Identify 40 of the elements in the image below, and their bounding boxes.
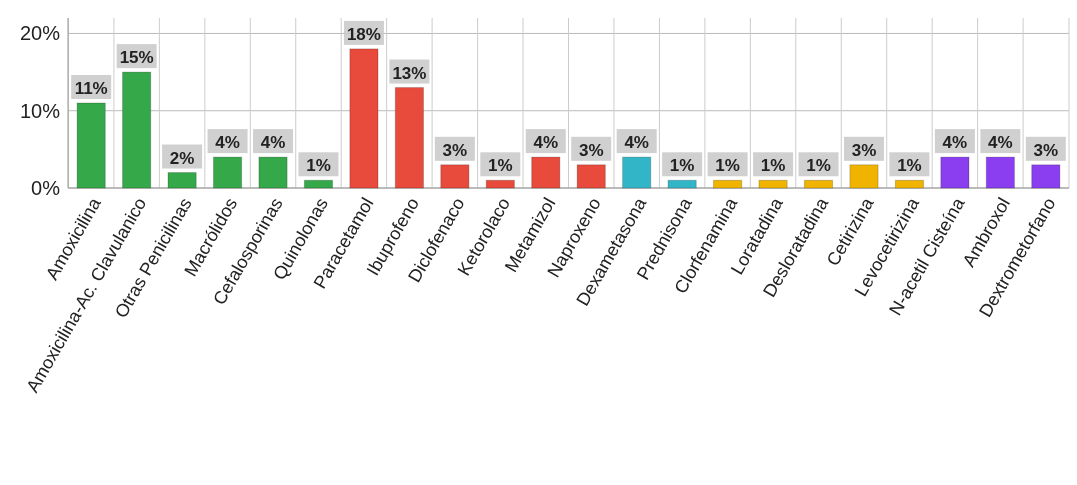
data-label: 15% — [119, 48, 154, 68]
bar — [531, 156, 561, 189]
data-label: 3% — [578, 140, 604, 160]
data-label: 1% — [715, 156, 740, 176]
y-tick-label: 20% — [19, 22, 61, 45]
bar — [576, 164, 606, 189]
bar — [76, 102, 106, 189]
data-label: 1% — [669, 156, 695, 176]
bar — [394, 87, 424, 189]
data-label: 4% — [624, 133, 649, 153]
data-label: 2% — [169, 148, 195, 168]
y-tick-label: 0% — [31, 177, 61, 199]
bar — [940, 156, 970, 189]
data-label: 18% — [346, 24, 381, 44]
data-label: 1% — [306, 156, 331, 176]
data-label: 1% — [760, 156, 786, 176]
bar — [440, 164, 470, 189]
data-label: 13% — [392, 63, 427, 83]
bar — [212, 156, 243, 189]
data-label: 3% — [442, 140, 468, 160]
data-label: 11% — [74, 79, 108, 98]
data-label: 4% — [942, 133, 968, 153]
data-label: 4% — [988, 133, 1013, 153]
bar — [985, 156, 1015, 189]
data-label: 1% — [806, 156, 831, 176]
bar — [258, 156, 288, 189]
data-label: 3% — [851, 140, 877, 160]
data-label: 4% — [215, 133, 240, 153]
bar — [1031, 164, 1061, 189]
bar — [122, 71, 152, 189]
bar — [349, 48, 379, 189]
bar — [622, 156, 652, 189]
y-tick-label: 10% — [19, 99, 61, 122]
data-label: 3% — [1033, 140, 1059, 160]
data-label: 4% — [260, 133, 286, 153]
bar — [849, 164, 879, 189]
data-label: 1% — [488, 156, 513, 176]
bar — [167, 172, 197, 189]
data-label: 1% — [897, 156, 922, 176]
data-label: 4% — [533, 133, 559, 153]
